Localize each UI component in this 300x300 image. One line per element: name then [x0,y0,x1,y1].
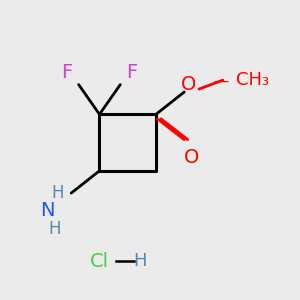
Text: N: N [40,201,55,220]
Text: —: — [214,74,229,89]
Text: H: H [49,220,61,238]
Text: O: O [181,75,196,94]
Text: O: O [184,148,199,167]
Text: H: H [133,253,146,271]
Text: Cl: Cl [90,252,109,271]
Text: F: F [127,63,138,82]
Text: CH₃: CH₃ [236,71,269,89]
Text: H: H [52,184,64,202]
Text: F: F [61,63,72,82]
